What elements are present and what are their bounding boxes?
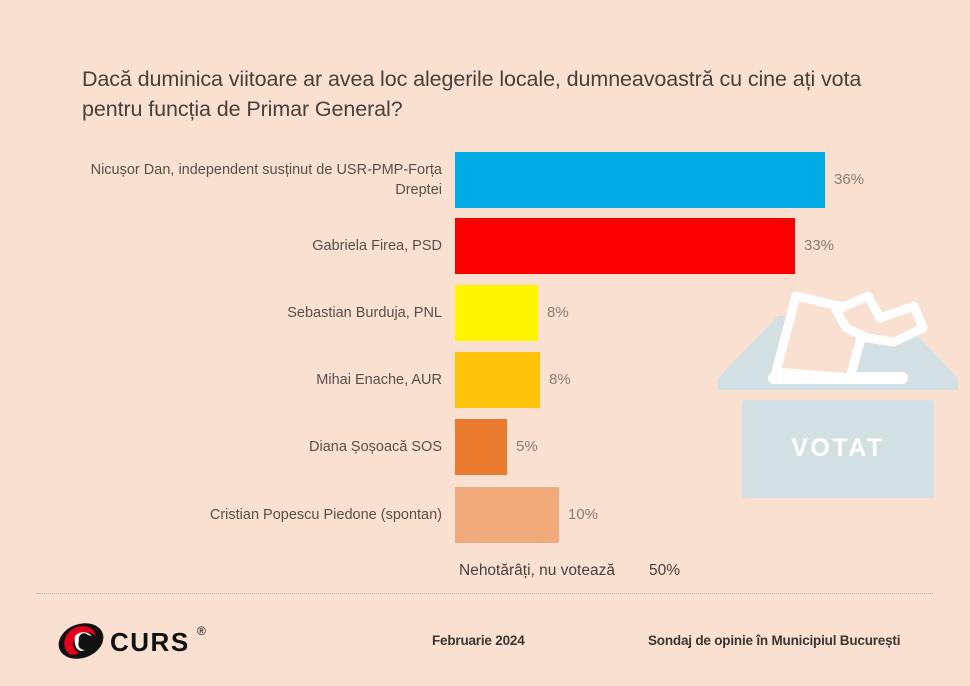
- page-title: Dacă duminica viitoare ar avea loc alege…: [82, 67, 862, 121]
- bar-gabriela-firea: [455, 218, 795, 274]
- bar-chart: Nicușor Dan, independent susținut de USR…: [0, 152, 970, 543]
- curs-logo: CURS ®: [57, 620, 227, 664]
- curs-logo-text: CURS: [110, 627, 190, 657]
- bar-value-label: 33%: [804, 237, 835, 254]
- table-row: Diana Șoșoacă SOS 5%: [0, 419, 970, 475]
- bar-value-label: 8%: [549, 371, 571, 388]
- bar-container: 8%: [455, 285, 569, 341]
- bar-category-label: Diana Șoșoacă SOS: [309, 439, 442, 455]
- bar-value-label: 36%: [834, 171, 865, 188]
- bar-value-label: 10%: [568, 506, 599, 523]
- undecided-label: Nehotărâți, nu votează: [459, 562, 615, 579]
- bar-value-label: 8%: [547, 304, 569, 321]
- bar-category-label: Nicușor Dan, independent susținut de USR…: [90, 162, 442, 198]
- footer-note: Sondaj de opinie în Municipiul București: [648, 633, 901, 648]
- bar-category-label: Cristian Popescu Piedone (spontan): [209, 507, 442, 523]
- bar-nicusor-dan: [455, 152, 825, 208]
- table-row: Nicușor Dan, independent susținut de USR…: [0, 152, 970, 208]
- bar-category-label: Mihai Enache, AUR: [316, 372, 442, 388]
- bar-category-label: Sebastian Burduja, PNL: [287, 305, 442, 321]
- bar-category-label: Gabriela Firea, PSD: [312, 238, 442, 254]
- table-row: Sebastian Burduja, PNL 8%: [0, 285, 970, 341]
- footer-divider: [37, 593, 933, 595]
- bar-diana-sosoaca: [455, 419, 507, 475]
- undecided-annotation: Nehotărâți, nu votează 50%: [459, 562, 680, 580]
- table-row: Gabriela Firea, PSD 33%: [0, 218, 970, 274]
- bar-sebastian-burduja: [455, 285, 538, 341]
- bar-value-label: 5%: [516, 438, 538, 455]
- undecided-value: 50%: [648, 562, 680, 579]
- table-row: Mihai Enache, AUR 8%: [0, 352, 970, 408]
- bar-container: 8%: [455, 352, 571, 408]
- registered-mark: ®: [197, 624, 206, 638]
- bar-container: 5%: [455, 419, 538, 475]
- footer-date: Februarie 2024: [432, 633, 525, 648]
- bar-mihai-enache: [455, 352, 540, 408]
- bar-cristian-popescu-piedone: [455, 487, 559, 543]
- bar-container: 33%: [455, 218, 834, 274]
- bar-container: 10%: [455, 487, 598, 543]
- curs-swirl-icon: [58, 623, 104, 659]
- bar-container: 36%: [455, 152, 864, 208]
- table-row: Cristian Popescu Piedone (spontan) 10%: [0, 487, 970, 543]
- footer: CURS ® Februarie 2024 Sondaj de opinie î…: [0, 606, 970, 676]
